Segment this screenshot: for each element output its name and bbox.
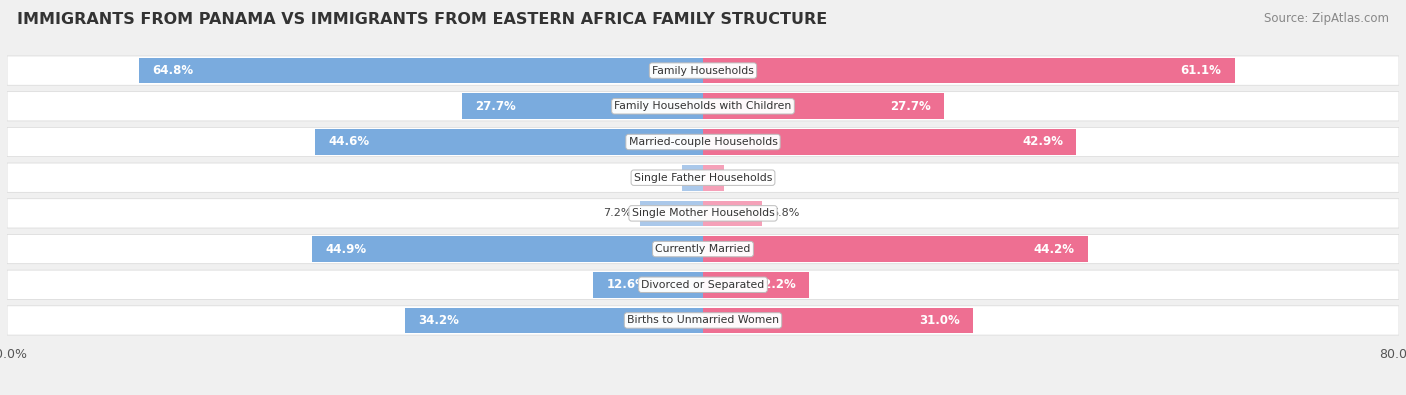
FancyBboxPatch shape (7, 163, 1399, 192)
Bar (703, 308, 973, 333)
Text: 64.8%: 64.8% (152, 64, 194, 77)
Text: 2.4%: 2.4% (733, 173, 761, 182)
Text: 44.9%: 44.9% (325, 243, 367, 256)
FancyBboxPatch shape (7, 56, 1399, 85)
Bar (312, 236, 703, 262)
Text: Family Households: Family Households (652, 66, 754, 75)
Bar (703, 94, 943, 119)
FancyBboxPatch shape (7, 306, 1399, 335)
Bar (703, 201, 762, 226)
Text: 34.2%: 34.2% (419, 314, 460, 327)
Bar (703, 236, 1087, 262)
Bar (405, 308, 703, 333)
Text: Family Households with Children: Family Households with Children (614, 101, 792, 111)
FancyBboxPatch shape (7, 127, 1399, 157)
Text: IMMIGRANTS FROM PANAMA VS IMMIGRANTS FROM EASTERN AFRICA FAMILY STRUCTURE: IMMIGRANTS FROM PANAMA VS IMMIGRANTS FRO… (17, 12, 827, 27)
Text: Married-couple Households: Married-couple Households (628, 137, 778, 147)
Bar (139, 58, 703, 83)
Legend: Immigrants from Panama, Immigrants from Eastern Africa: Immigrants from Panama, Immigrants from … (492, 391, 914, 395)
Text: 2.4%: 2.4% (645, 173, 673, 182)
Text: 42.9%: 42.9% (1022, 135, 1063, 149)
Text: 61.1%: 61.1% (1181, 64, 1222, 77)
Bar (315, 129, 703, 155)
Text: Currently Married: Currently Married (655, 244, 751, 254)
Text: Source: ZipAtlas.com: Source: ZipAtlas.com (1264, 12, 1389, 25)
Text: 31.0%: 31.0% (920, 314, 960, 327)
Bar (593, 272, 703, 297)
Text: 12.2%: 12.2% (755, 278, 796, 291)
Text: Divorced or Separated: Divorced or Separated (641, 280, 765, 290)
FancyBboxPatch shape (7, 270, 1399, 299)
Bar (640, 201, 703, 226)
Text: 44.6%: 44.6% (328, 135, 370, 149)
FancyBboxPatch shape (7, 234, 1399, 264)
Text: 27.7%: 27.7% (890, 100, 931, 113)
FancyBboxPatch shape (7, 92, 1399, 121)
Text: Single Mother Households: Single Mother Households (631, 209, 775, 218)
Text: Births to Unmarried Women: Births to Unmarried Women (627, 316, 779, 325)
Text: Single Father Households: Single Father Households (634, 173, 772, 182)
Bar (703, 272, 808, 297)
Bar (682, 165, 703, 190)
Bar (703, 58, 1234, 83)
Text: 12.6%: 12.6% (606, 278, 647, 291)
FancyBboxPatch shape (7, 199, 1399, 228)
Text: 6.8%: 6.8% (770, 209, 799, 218)
Text: 44.2%: 44.2% (1033, 243, 1074, 256)
Text: 27.7%: 27.7% (475, 100, 516, 113)
Text: 7.2%: 7.2% (603, 209, 631, 218)
Bar (463, 94, 703, 119)
Bar (703, 165, 724, 190)
Bar (703, 129, 1076, 155)
